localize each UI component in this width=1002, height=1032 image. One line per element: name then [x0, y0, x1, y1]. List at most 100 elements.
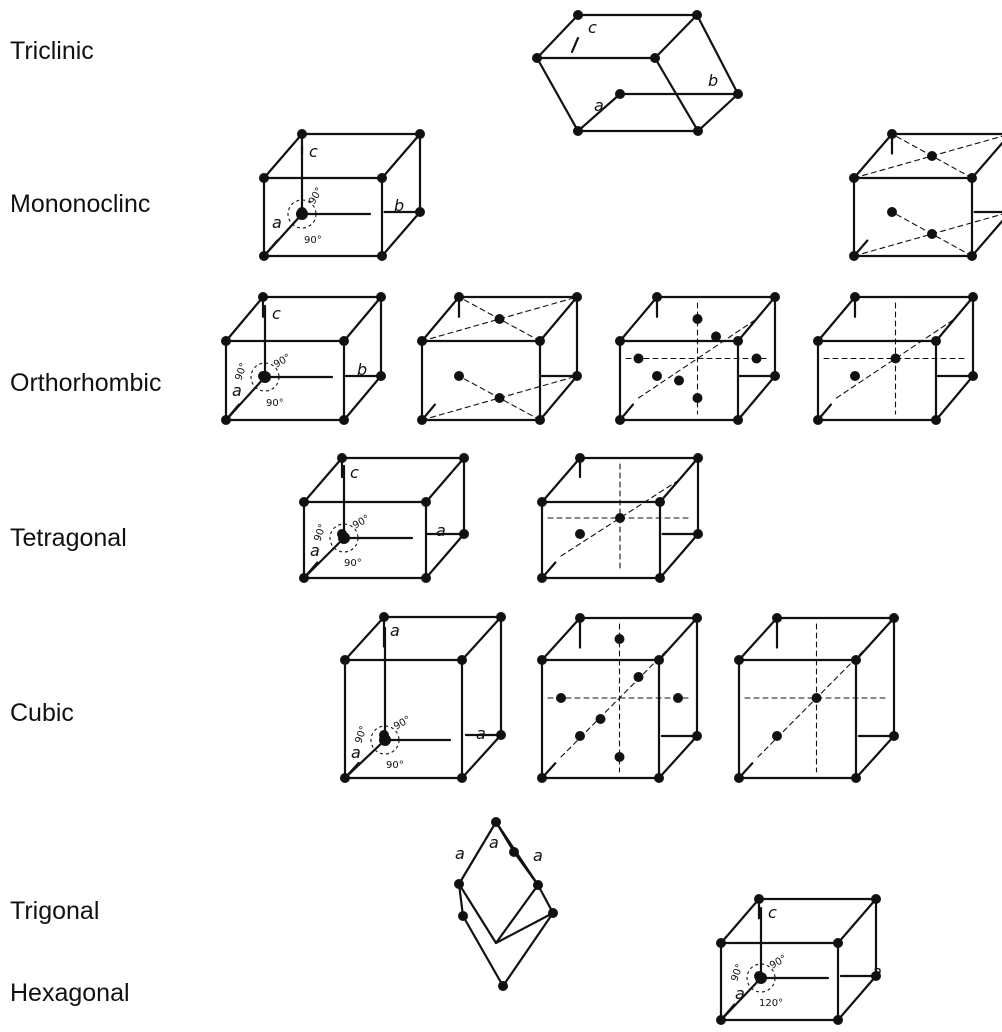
lattice-point: [889, 731, 899, 741]
cell-edge: [424, 532, 466, 580]
lattice-point: [575, 453, 585, 463]
face-center-point: [674, 375, 684, 386]
angle-label: 90°: [272, 352, 293, 370]
lattice-point: [339, 336, 349, 346]
cell-edge: [934, 295, 975, 343]
lattice-point: [716, 938, 726, 948]
angle-label: 90°: [266, 398, 284, 409]
lattice-point: [548, 908, 558, 918]
lattice-point: [454, 879, 464, 889]
lattice-point: [692, 731, 702, 741]
cell-edge: [653, 13, 699, 60]
cell-edge: [494, 883, 540, 945]
lattice-point: [693, 453, 703, 463]
face-center-point: [927, 151, 937, 161]
axis-a: [719, 976, 763, 1022]
label-hexagonal: Hexagonal: [10, 979, 130, 1007]
lattice-point: [379, 612, 389, 622]
center-guide: [637, 318, 758, 399]
axis-label: a: [489, 833, 499, 852]
lattice-point: [498, 981, 508, 991]
axis-a: [302, 536, 346, 580]
face-center-point: [633, 672, 644, 682]
unit-cell-10-face-centered: [537, 613, 702, 783]
unit-cell-5-face-centered: [615, 292, 780, 425]
face-center-point: [927, 229, 937, 239]
cell-edge: [224, 295, 265, 343]
lattice-point: [572, 371, 582, 381]
lattice-point: [339, 415, 349, 425]
cell-edge: [695, 13, 740, 96]
angle-label: 90°: [392, 714, 413, 732]
axis-label: c: [350, 463, 359, 482]
lattice-point: [650, 53, 660, 63]
face-center-point: [711, 331, 721, 342]
unit-cell-12-rhombohedral: aaa: [454, 817, 558, 991]
lattice-point: [496, 730, 506, 740]
face-center-point: [751, 353, 762, 364]
axis-label: a: [455, 844, 465, 863]
lattice-point: [421, 573, 431, 583]
lattice-point: [572, 292, 582, 302]
lattice-point: [833, 938, 843, 948]
lattice-point: [376, 371, 386, 381]
axis-label: b: [357, 360, 367, 379]
label-cubic: Cubic: [10, 699, 74, 727]
cell-edge: [854, 734, 896, 780]
face-center-point: [595, 714, 606, 724]
cell-edge: [461, 914, 505, 988]
face-center-point: [614, 752, 625, 762]
axis-label: a: [476, 724, 486, 743]
cell-edge: [736, 295, 777, 343]
angle-label: 90°: [353, 725, 369, 745]
angle-label: 90°: [729, 963, 745, 983]
face-center-point: [494, 314, 505, 324]
lattice-point: [692, 613, 702, 623]
body-center-point: [615, 513, 625, 523]
angle-label: 120°: [759, 998, 783, 1009]
lattice-point: [692, 10, 702, 20]
lattice-point: [772, 613, 782, 623]
lattice-point: [537, 497, 547, 507]
cell-edge: [736, 374, 777, 422]
lattice-point: [652, 292, 662, 302]
lattice-point: [654, 655, 664, 665]
lattice-point: [537, 573, 547, 583]
unit-cell-6-body-centered: [813, 292, 978, 425]
axis-label: a: [310, 541, 320, 560]
lattice-point: [654, 773, 664, 783]
axis-a: [262, 212, 304, 258]
angle-label: 90°: [312, 523, 328, 543]
label-triclinic: Triclinic: [10, 37, 94, 65]
angle-label: 90°: [344, 558, 362, 569]
lattice-point: [415, 207, 425, 217]
lattice-point: [459, 453, 469, 463]
axis-label: a: [533, 846, 543, 865]
unit-cell-4-base-centered: [417, 292, 582, 425]
lattice-point: [491, 817, 501, 827]
cell-edge: [836, 897, 878, 945]
lattice-point: [509, 847, 519, 857]
lattice-point: [537, 773, 547, 783]
axis-a: [224, 375, 267, 422]
cell-edge: [852, 132, 894, 180]
cell-edge: [658, 532, 700, 580]
axis-label: c: [309, 142, 318, 161]
center-guide: [560, 479, 680, 557]
unit-cell-2-base-centered: [849, 129, 1002, 261]
cell-edge: [696, 92, 740, 133]
angle-label: 90°: [351, 513, 372, 531]
cell-edge: [302, 456, 344, 504]
angle-label: 90°: [307, 186, 325, 207]
axis-label: a: [594, 96, 604, 115]
axis-label: c: [768, 903, 777, 922]
label-orthorhombic: Orthorhombic: [10, 369, 162, 397]
center-guide: [560, 638, 679, 758]
axis-label: a: [735, 984, 745, 1003]
cell-edge: [380, 210, 422, 258]
lattice-point: [652, 371, 662, 381]
axis-c: [570, 36, 580, 54]
cell-edge: [424, 456, 466, 504]
